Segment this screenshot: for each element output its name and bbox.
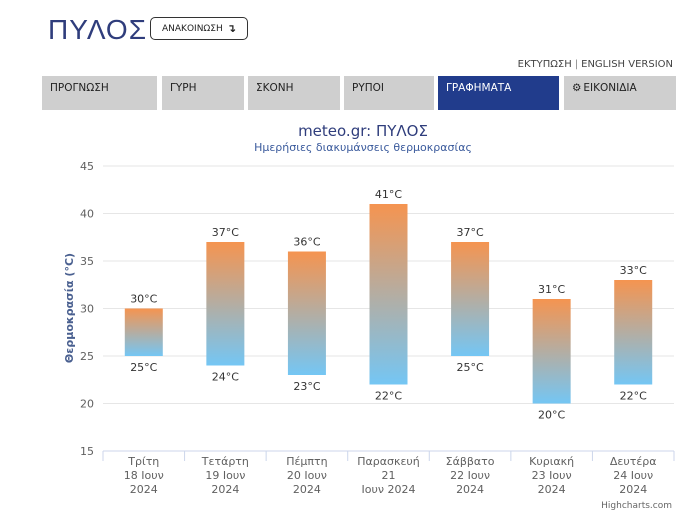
y-tick-label: 40 bbox=[80, 208, 94, 221]
low-value-label: 23°C bbox=[293, 380, 320, 393]
x-tick-label: 2024 bbox=[293, 483, 321, 496]
gear-icon: ⚙ bbox=[572, 82, 582, 94]
x-tick-label: 2024 bbox=[456, 483, 484, 496]
top-links: ΕΚΤΥΠΩΣΗ | ENGLISH VERSION bbox=[518, 59, 673, 70]
x-tick-label: Δευτέρα bbox=[610, 455, 657, 468]
tab-bar: ΠΡΟΓΝΩΣΗ ΓΥΡΗ ΣΚΟΝΗ ΡΥΠΟΙ ΓΡΑΦΗΜΑΤΑ ⚙ ΕΙΚ… bbox=[42, 76, 676, 110]
low-value-label: 25°C bbox=[130, 361, 157, 374]
x-tick-label: Παρασκευή bbox=[357, 455, 420, 468]
x-tick-label: 18 Ιουν bbox=[124, 469, 164, 482]
english-version-link[interactable]: ENGLISH VERSION bbox=[581, 59, 673, 70]
tab-widgets[interactable]: ⚙ ΕΙΚΟΝΙΔΙΑ bbox=[564, 76, 676, 110]
low-value-label: 24°C bbox=[212, 371, 239, 384]
y-tick-label: 20 bbox=[80, 398, 94, 411]
tab-label: ΓΥΡΗ bbox=[170, 82, 197, 94]
tab-charts[interactable]: ΓΡΑΦΗΜΑΤΑ bbox=[438, 76, 559, 110]
temperature-bar bbox=[206, 242, 245, 366]
y-tick-label: 30 bbox=[80, 303, 94, 316]
x-tick-label: Τετάρτη bbox=[201, 455, 249, 468]
x-tick-label: 22 Ιουν bbox=[450, 469, 490, 482]
high-value-label: 33°C bbox=[620, 264, 647, 277]
high-value-label: 31°C bbox=[538, 283, 565, 296]
low-value-label: 25°C bbox=[456, 361, 483, 374]
x-tick-label: 2024 bbox=[619, 483, 647, 496]
tab-pollutants[interactable]: ΡΥΠΟΙ bbox=[344, 76, 434, 110]
low-value-label: 22°C bbox=[375, 390, 402, 403]
x-tick-label: Τρίτη bbox=[127, 455, 159, 468]
chart-subtitle: Ημερήσιες διακυμάνσεις θερμοκρασίας bbox=[254, 141, 472, 154]
tab-forecast[interactable]: ΠΡΟΓΝΩΣΗ bbox=[42, 76, 157, 110]
y-tick-label: 15 bbox=[80, 445, 94, 458]
temperature-bar bbox=[451, 242, 490, 356]
announcement-label: ΑΝΑΚΟΙΝΩΣΗ bbox=[162, 23, 223, 34]
y-tick-label: 45 bbox=[80, 160, 94, 173]
x-tick-label: 21 bbox=[382, 469, 396, 482]
arrow-down-right-icon: ↴ bbox=[226, 22, 236, 35]
y-axis-label: Θερμοκρασία (°C) bbox=[63, 253, 76, 363]
credits-link[interactable]: Highcharts.com bbox=[601, 501, 672, 511]
high-value-label: 30°C bbox=[130, 293, 157, 306]
temperature-bar bbox=[369, 204, 408, 385]
x-tick-label: 20 Ιουν bbox=[287, 469, 327, 482]
x-tick-label: Ιουν 2024 bbox=[362, 483, 416, 496]
link-separator: | bbox=[574, 59, 579, 70]
tab-label: ΡΥΠΟΙ bbox=[352, 82, 385, 94]
x-tick-label: Σάββατο bbox=[446, 455, 495, 468]
tab-label: ΣΚΟΝΗ bbox=[256, 82, 294, 94]
tab-pollen[interactable]: ΓΥΡΗ bbox=[162, 76, 244, 110]
tab-dust[interactable]: ΣΚΟΝΗ bbox=[248, 76, 340, 110]
chart-title: meteo.gr: ΠΥΛΟΣ bbox=[298, 122, 428, 140]
announcement-button[interactable]: ΑΝΑΚΟΙΝΩΣΗ ↴ bbox=[150, 17, 248, 40]
x-tick-label: Κυριακή bbox=[529, 455, 574, 468]
y-tick-label: 25 bbox=[80, 350, 94, 363]
high-value-label: 36°C bbox=[293, 236, 320, 249]
x-tick-label: 23 Ιουν bbox=[532, 469, 572, 482]
tab-label: ΕΙΚΟΝΙΔΙΑ bbox=[583, 82, 637, 94]
tab-label: ΠΡΟΓΝΩΣΗ bbox=[50, 82, 109, 94]
temperature-bar bbox=[287, 251, 326, 375]
y-tick-label: 35 bbox=[80, 255, 94, 268]
temperature-bar bbox=[532, 299, 571, 404]
low-value-label: 22°C bbox=[620, 390, 647, 403]
x-tick-label: Πέμπτη bbox=[286, 455, 327, 468]
x-tick-label: 19 Ιουν bbox=[205, 469, 245, 482]
x-tick-label: 2024 bbox=[130, 483, 158, 496]
tab-label: ΓΡΑΦΗΜΑΤΑ bbox=[446, 82, 512, 94]
x-tick-label: 24 Ιουν bbox=[613, 469, 653, 482]
x-tick-label: 2024 bbox=[211, 483, 239, 496]
x-tick-label: 2024 bbox=[538, 483, 566, 496]
temperature-bar bbox=[614, 280, 653, 385]
high-value-label: 37°C bbox=[212, 226, 239, 239]
temperature-bar bbox=[124, 308, 163, 356]
high-value-label: 37°C bbox=[456, 226, 483, 239]
low-value-label: 20°C bbox=[538, 409, 565, 422]
print-link[interactable]: ΕΚΤΥΠΩΣΗ bbox=[517, 59, 572, 70]
city-title: ΠΥΛΟΣ bbox=[48, 14, 148, 45]
high-value-label: 41°C bbox=[375, 188, 402, 201]
